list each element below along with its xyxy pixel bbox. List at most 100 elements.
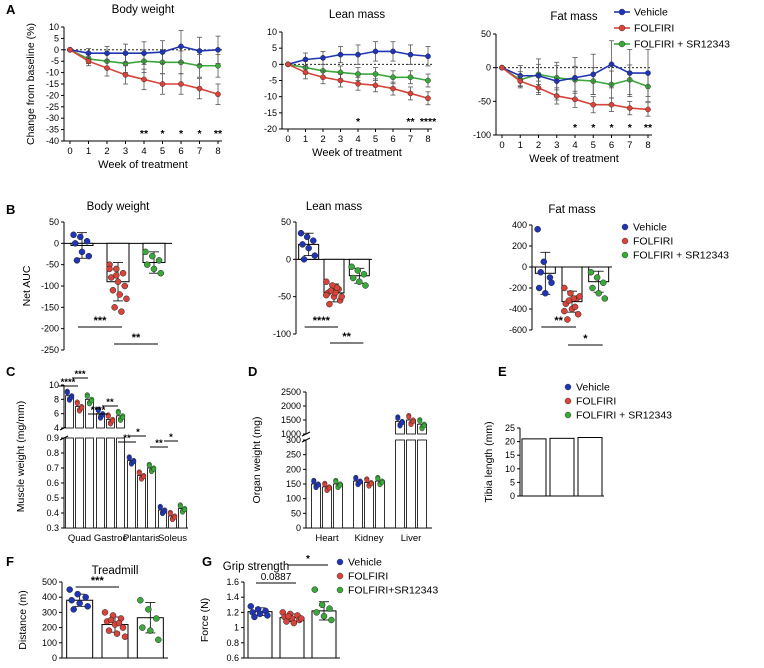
- data-point: [574, 311, 582, 318]
- data-point: [122, 72, 129, 78]
- data-point: [372, 71, 379, 77]
- y-tick-label: 1.2: [226, 607, 239, 617]
- x-tick-label: 6: [390, 134, 395, 145]
- data-point: [113, 265, 120, 273]
- data-point: [323, 278, 330, 285]
- x-tick-label: 7: [197, 146, 202, 157]
- x-tick-label: 1: [303, 134, 308, 145]
- significance-label: **: [106, 397, 114, 408]
- bar-2: [577, 437, 603, 497]
- data-point: [150, 265, 158, 273]
- data-point: [407, 51, 414, 58]
- bar: [417, 439, 427, 529]
- x-tick-label: 8: [645, 140, 650, 151]
- data-point: [354, 267, 362, 274]
- significance-label: *: [591, 122, 596, 134]
- x-tick-label: Heart: [315, 533, 339, 544]
- y-tick-label: 150: [286, 479, 301, 489]
- y-tick-label: -5: [269, 76, 277, 86]
- data-point: [69, 394, 75, 400]
- data-point: [85, 58, 92, 65]
- data-point: [66, 586, 73, 593]
- data-point: [120, 414, 126, 420]
- data-point: [425, 53, 431, 60]
- significance-label: ***: [94, 315, 108, 327]
- significance-label: ***: [74, 369, 85, 380]
- y-tick-label: 0: [54, 238, 59, 248]
- data-point: [589, 284, 596, 292]
- y-axis-label: Muscle weight (mg/mm): [15, 401, 27, 512]
- x-tick-label: 7: [408, 134, 413, 145]
- significance-label: ***: [91, 575, 105, 587]
- y-tick-label: -30: [46, 113, 59, 123]
- data-point: [311, 479, 317, 485]
- data-point: [95, 408, 101, 414]
- y-tick-label: 2500: [281, 387, 301, 397]
- data-point: [320, 74, 326, 81]
- x-tick-label: 6: [178, 146, 183, 157]
- data-point: [499, 64, 505, 71]
- y-tick-label: 5: [54, 33, 59, 43]
- data-point: [315, 482, 321, 488]
- y-tick-label: 100: [286, 494, 301, 504]
- data-point: [137, 596, 144, 604]
- data-point: [576, 293, 583, 300]
- data-point: [313, 609, 320, 616]
- y-tick-label: 5: [272, 43, 277, 53]
- panel-label-c: C: [6, 364, 16, 379]
- data-point: [326, 300, 333, 308]
- x-tick-label: 6: [609, 140, 614, 151]
- legend-marker-combo: [621, 251, 629, 259]
- data-point: [76, 600, 83, 607]
- significance-label: **: [342, 331, 351, 343]
- y-tick-label: -200: [509, 283, 527, 293]
- data-point: [595, 290, 602, 297]
- data-point: [567, 290, 574, 297]
- data-point: [565, 297, 573, 304]
- legend-marker-vehicle: [618, 8, 626, 16]
- y-tick-label: -50: [46, 260, 59, 270]
- x-tick-label: 5: [591, 140, 596, 151]
- panel-label-b: B: [6, 202, 15, 217]
- data-point: [82, 593, 89, 601]
- data-point: [553, 93, 560, 99]
- significance-label: **: [554, 315, 563, 327]
- x-axis-label: Week of treatment: [529, 153, 619, 165]
- x-tick-label: 8: [425, 134, 430, 145]
- data-point: [311, 252, 319, 259]
- y-tick-label: 1: [234, 623, 239, 633]
- y-tick-label: -100: [41, 281, 59, 291]
- chart-title: Body weight: [87, 201, 150, 213]
- y-tick-label: -100: [273, 329, 291, 339]
- data-point: [535, 85, 542, 91]
- bar-0: [521, 438, 547, 497]
- y-tick-label: 4: [54, 423, 59, 433]
- legend-marker-folfiri: [564, 397, 572, 405]
- data-point: [119, 624, 127, 631]
- data-point: [323, 291, 330, 299]
- data-point: [608, 101, 615, 108]
- y-axis-label: Distance (m): [17, 590, 29, 650]
- data-point: [337, 482, 343, 488]
- data-point: [159, 49, 166, 55]
- data-point: [74, 401, 80, 407]
- y-tick-label: 0: [54, 45, 59, 55]
- y-tick-label: -40: [46, 136, 59, 146]
- data-point: [141, 50, 147, 57]
- y-tick-label: 50: [49, 217, 59, 227]
- data-point: [572, 74, 578, 81]
- data-point: [300, 256, 308, 263]
- y-tick-label: 6: [54, 409, 59, 419]
- data-point: [215, 62, 221, 69]
- y-tick-label: 200: [286, 464, 301, 474]
- legend-marker-vehicle: [336, 558, 344, 566]
- significance-label: ****: [313, 315, 331, 327]
- y-tick-label: 250: [286, 450, 301, 460]
- data-point: [353, 476, 359, 482]
- data-point: [172, 514, 178, 520]
- legend-label: Vehicle: [634, 7, 668, 19]
- significance-label: *: [356, 116, 361, 128]
- data-point: [85, 50, 92, 57]
- x-tick-label: 5: [160, 146, 165, 157]
- y-tick-label: -10: [264, 92, 277, 102]
